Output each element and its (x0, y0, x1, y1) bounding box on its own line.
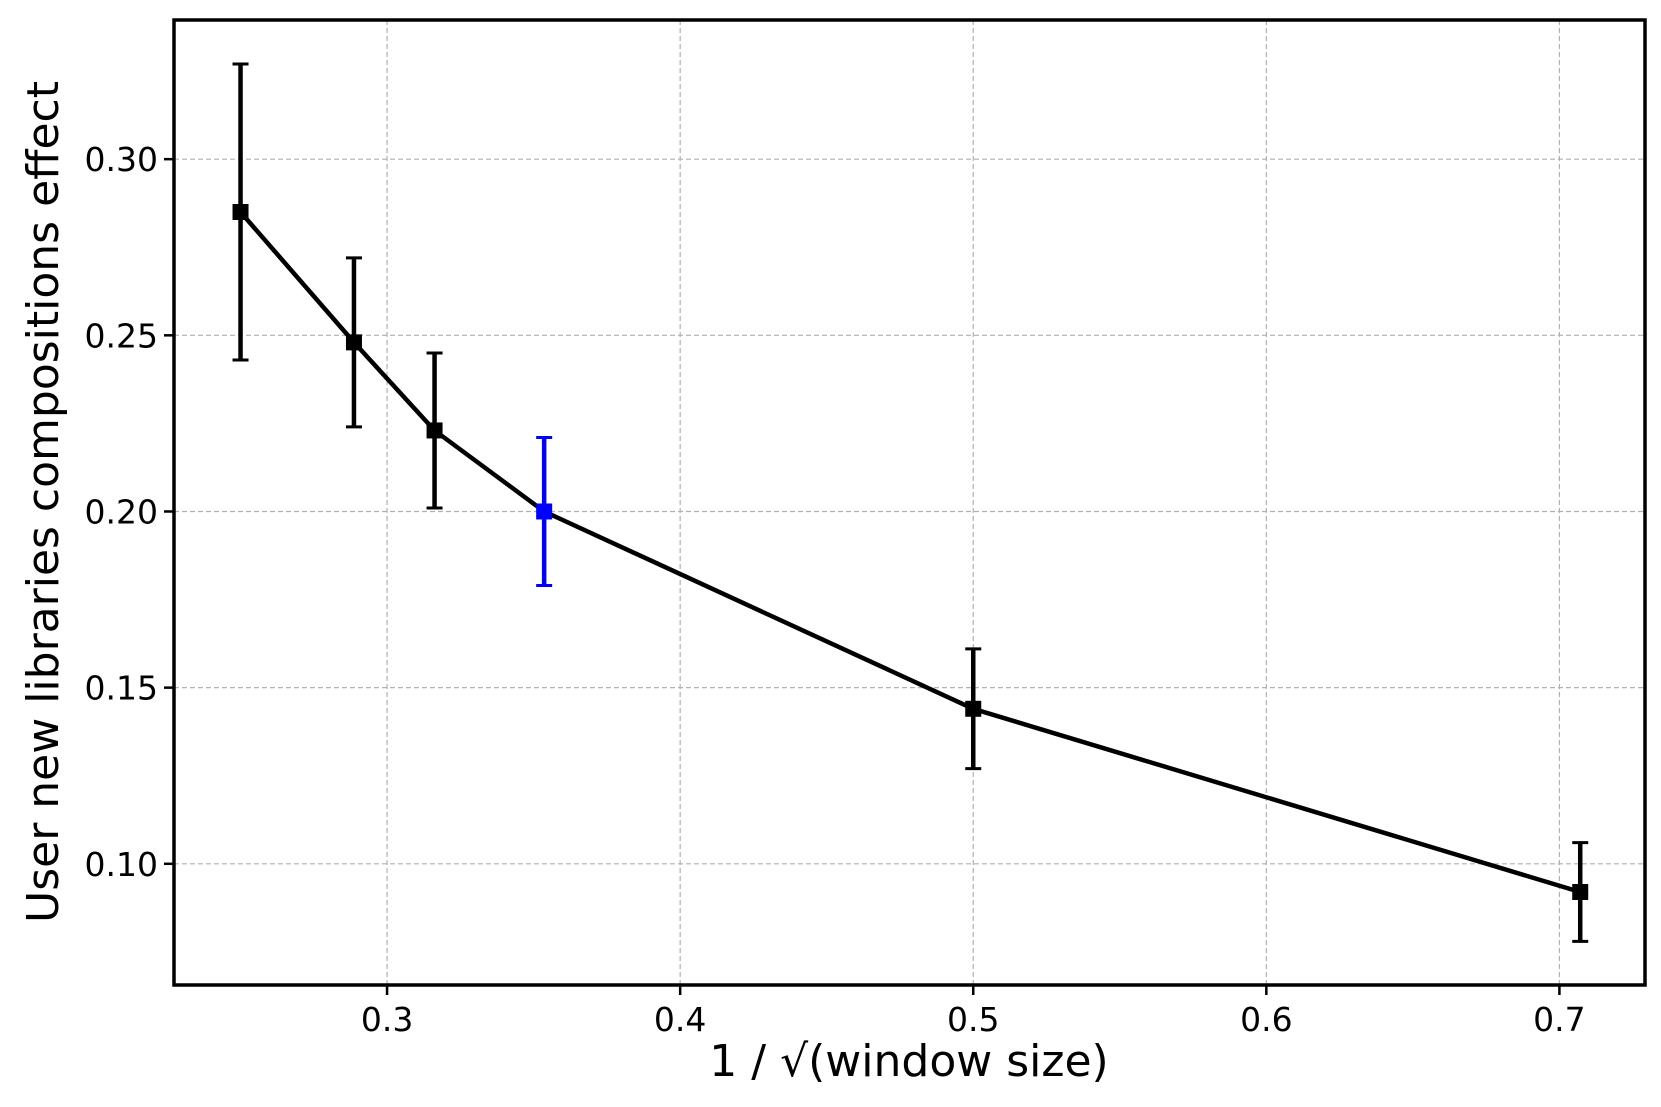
point-marker (536, 503, 553, 520)
point-marker (1572, 883, 1589, 900)
data-point (1572, 841, 1589, 943)
x-tick-label: 0.4 (654, 1000, 706, 1039)
series (232, 62, 1589, 943)
x-axis-label: 1 / √(window size) (709, 1036, 1108, 1087)
y-tick-label: 0.20 (85, 492, 158, 531)
point-marker (426, 422, 443, 439)
y-tick-label: 0.15 (85, 669, 158, 708)
y-tick-label: 0.25 (85, 316, 158, 355)
x-tick-label: 0.3 (361, 1000, 413, 1039)
data-point (426, 351, 443, 510)
series-line (238, 210, 1581, 895)
data-point (345, 256, 362, 429)
x-tick-label: 0.5 (947, 1000, 999, 1039)
data-point (232, 62, 249, 362)
point-marker (965, 700, 982, 717)
data-point (536, 435, 553, 587)
y-axis-label: User new libraries compositions effect (18, 81, 69, 923)
y-tick-label: 0.10 (85, 845, 158, 884)
x-tick-label: 0.6 (1240, 1000, 1292, 1039)
point-marker (232, 204, 249, 221)
y-tick-label: 0.30 (85, 140, 158, 179)
x-tick-label: 0.7 (1533, 1000, 1585, 1039)
grid (174, 20, 1645, 985)
point-marker (345, 334, 362, 351)
plot-frame (172, 18, 1647, 987)
ticks: 0.3 0.4 0.5 0.6 0.7 0.10 0.15 0.20 0.25 0.30 (85, 140, 1586, 1039)
data-point (965, 647, 982, 771)
